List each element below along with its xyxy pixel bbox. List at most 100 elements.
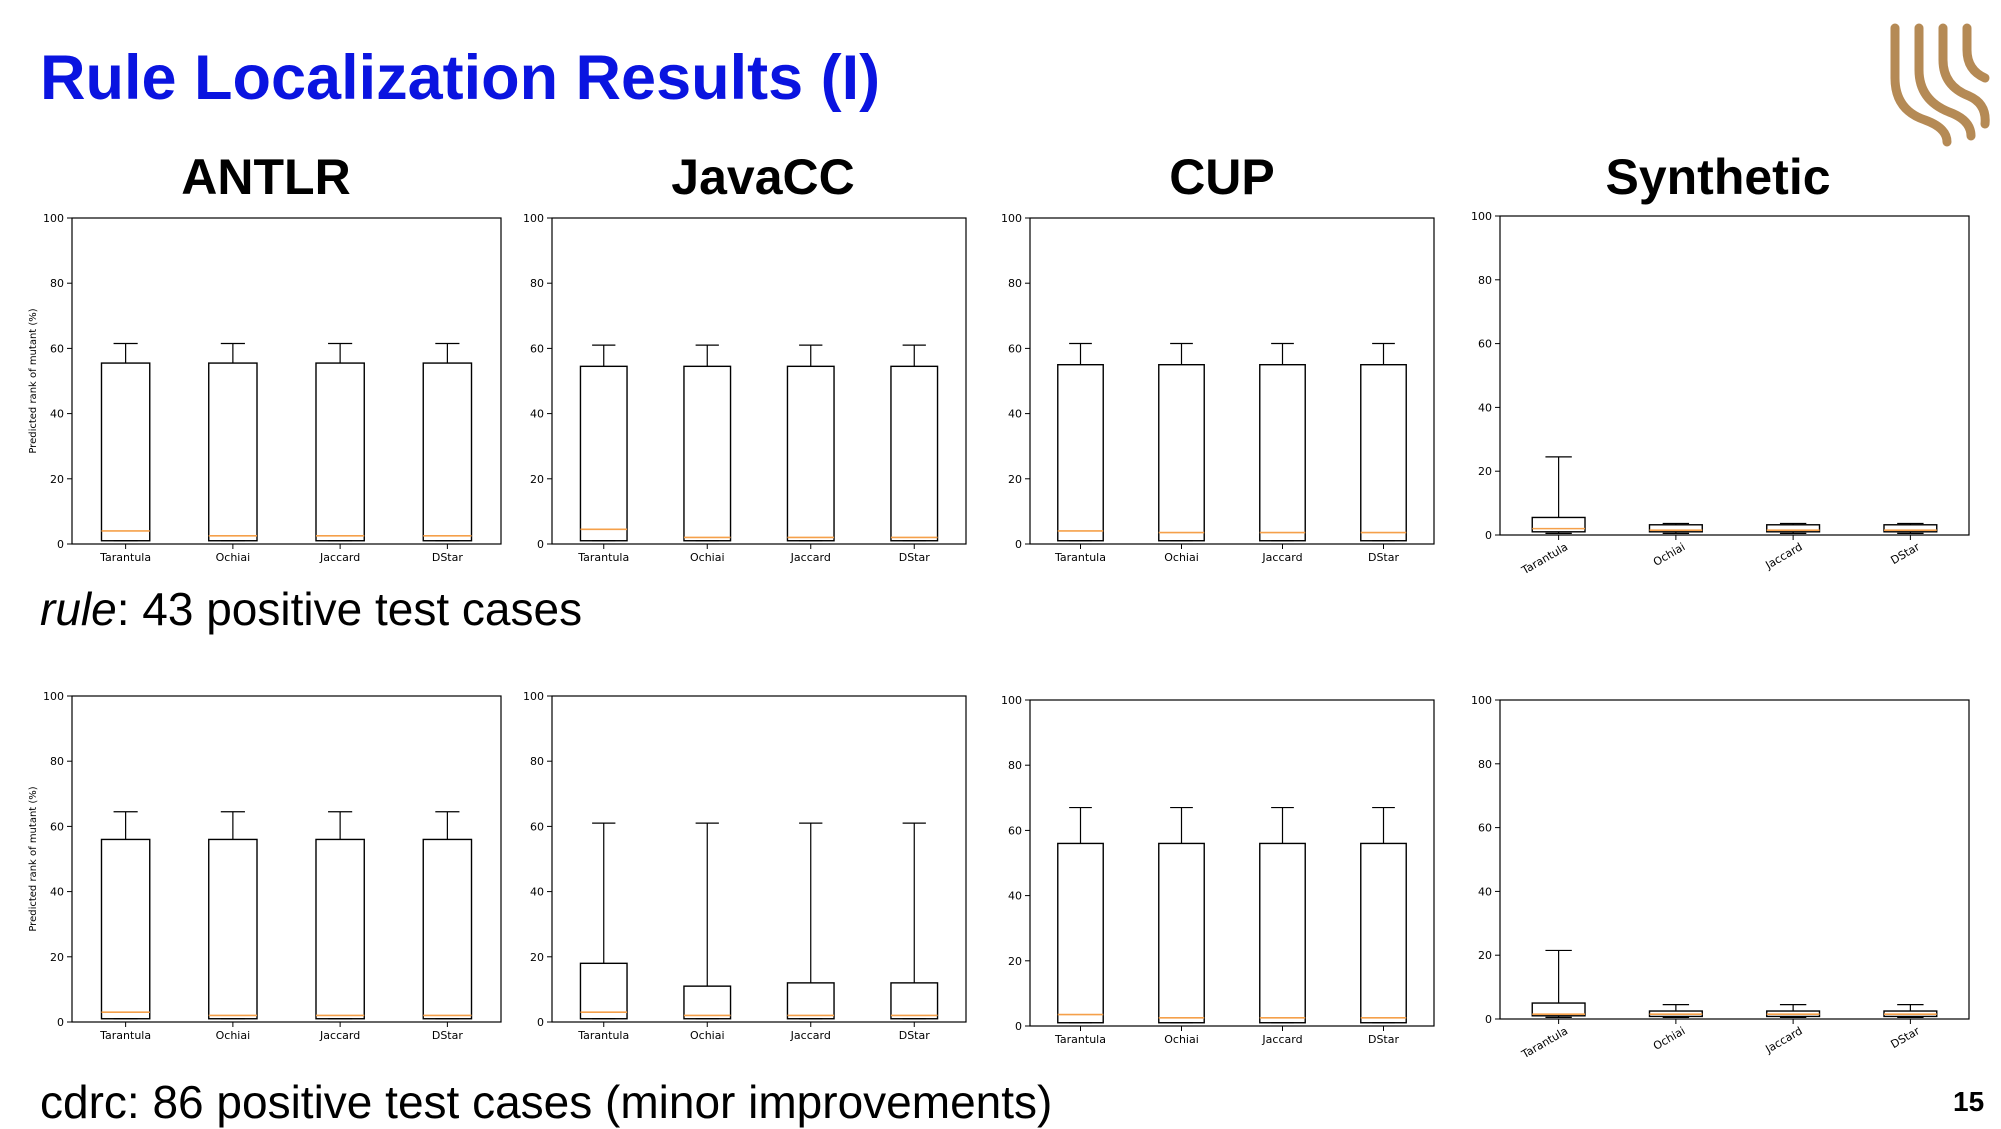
- box: [1360, 363, 1407, 542]
- x-tick-label: Tarantula: [99, 551, 151, 564]
- plot-frame: [1499, 699, 1970, 1020]
- y-tick-label: 40: [1008, 408, 1022, 421]
- x-tick-label: DStar: [432, 1029, 464, 1042]
- y-tick-label: 20: [1478, 465, 1492, 478]
- y-tick-label: 80: [50, 755, 64, 768]
- chart-cdrc-synthetic: 0 20 40 60 80 100 Tarantula Ochiai Jaccard DStar: [1471, 694, 1970, 1062]
- box: [890, 982, 939, 1020]
- y-tick-label: 80: [1478, 274, 1492, 287]
- page-number: 15: [1953, 1086, 1985, 1117]
- box: [890, 365, 939, 542]
- x-tick-label: DStar: [1889, 540, 1923, 567]
- y-tick-label: 60: [50, 820, 64, 833]
- y-tick-label: 20: [50, 473, 64, 486]
- y-tick-label: 20: [1008, 955, 1022, 968]
- y-tick-label: 20: [530, 951, 544, 964]
- y-tick-label: 80: [1008, 277, 1022, 290]
- y-tick-label: 60: [1008, 824, 1022, 837]
- university-logo: [1890, 23, 1990, 147]
- y-tick-label: 100: [1471, 694, 1492, 707]
- y-tick-label: 40: [1478, 885, 1492, 898]
- chart-cdrc-javacc: 0 20 40 60 80 100 Tarantula Ochiai Jaccard DStar: [523, 690, 967, 1042]
- caption-rule: rule: 43 positive test cases: [40, 582, 582, 636]
- y-tick-label: 100: [43, 690, 64, 703]
- slide-title: Rule Localization Results (I): [40, 43, 881, 113]
- box: [579, 365, 628, 542]
- column-title-cup: CUP: [1169, 149, 1275, 205]
- x-tick-label: Jaccard: [790, 551, 831, 564]
- y-tick-label: 40: [1478, 401, 1492, 414]
- x-tick-label: Tarantula: [1519, 540, 1571, 577]
- y-tick-label: 0: [57, 538, 64, 551]
- y-tick-label: 0: [1015, 1020, 1022, 1033]
- box: [100, 362, 151, 542]
- box: [100, 838, 151, 1020]
- box: [579, 962, 628, 1020]
- y-tick-label: 100: [523, 212, 544, 225]
- y-tick-label: 80: [530, 755, 544, 768]
- box: [315, 362, 365, 542]
- y-tick-label: 60: [1008, 342, 1022, 355]
- y-tick-label: 20: [50, 951, 64, 964]
- x-tick-label: DStar: [899, 551, 931, 564]
- box: [786, 365, 835, 542]
- box: [1259, 842, 1306, 1024]
- y-tick-label: 60: [530, 342, 544, 355]
- column-title-antlr: ANTLR: [181, 149, 351, 205]
- y-tick-label: 40: [50, 408, 64, 421]
- caption-cdrc: cdrc: 86 positive test cases (minor impr…: [40, 1076, 1053, 1128]
- y-tick-label: 40: [1008, 890, 1022, 903]
- chart-rule-cup: 0 20 40 60 80 100 Tarantula Ochiai Jaccard DStar: [1001, 212, 1435, 564]
- x-tick-label: Jaccard: [319, 551, 360, 564]
- y-tick-label: 0: [1485, 529, 1492, 542]
- box: [786, 982, 835, 1020]
- box: [1158, 842, 1205, 1024]
- chart-rule-synthetic: 0 20 40 60 80 100 Tarantula Ochiai Jaccard DStar: [1471, 210, 1970, 578]
- y-tick-label: 80: [530, 277, 544, 290]
- box: [1531, 516, 1586, 533]
- box: [208, 838, 258, 1020]
- x-tick-label: Ochiai: [1164, 551, 1199, 564]
- y-tick-label: 60: [1478, 822, 1492, 835]
- y-tick-label: 20: [530, 473, 544, 486]
- plot-frame: [71, 695, 502, 1023]
- x-tick-label: Jaccard: [1261, 1033, 1302, 1046]
- x-tick-label: Ochiai: [690, 1029, 725, 1042]
- y-tick-label: 80: [1478, 758, 1492, 771]
- x-tick-label: DStar: [1368, 551, 1400, 564]
- x-tick-label: Tarantula: [1519, 1024, 1571, 1061]
- column-title-javacc: JavaCC: [671, 149, 855, 205]
- y-tick-label: 60: [530, 820, 544, 833]
- x-tick-label: Ochiai: [1651, 1024, 1687, 1053]
- y-tick-label: 100: [43, 212, 64, 225]
- y-tick-label: 80: [1008, 759, 1022, 772]
- y-tick-label: 60: [1478, 338, 1492, 351]
- x-tick-label: Jaccard: [1762, 540, 1804, 572]
- y-tick-label: 20: [1008, 473, 1022, 486]
- x-tick-label: DStar: [432, 551, 464, 564]
- box: [1883, 524, 1938, 533]
- y-tick-label: 60: [50, 342, 64, 355]
- x-tick-label: Jaccard: [1261, 551, 1302, 564]
- box: [1158, 363, 1205, 542]
- box: [1531, 1002, 1586, 1017]
- column-title-synthetic: Synthetic: [1605, 149, 1831, 205]
- box: [1766, 524, 1821, 533]
- box: [1057, 842, 1104, 1024]
- caption-rule-term: rule: [40, 583, 117, 635]
- x-tick-label: DStar: [1889, 1024, 1923, 1051]
- box: [1259, 363, 1306, 542]
- x-tick-label: DStar: [1368, 1033, 1400, 1046]
- y-tick-label: 80: [50, 277, 64, 290]
- x-tick-label: Tarantula: [99, 1029, 151, 1042]
- plot-frame: [551, 695, 967, 1023]
- box: [683, 365, 732, 542]
- y-tick-label: 0: [537, 538, 544, 551]
- y-tick-label: 40: [530, 886, 544, 899]
- x-tick-label: Tarantula: [577, 551, 629, 564]
- x-tick-label: Ochiai: [690, 551, 725, 564]
- box: [1360, 842, 1407, 1024]
- x-tick-label: Ochiai: [216, 1029, 251, 1042]
- y-tick-label: 20: [1478, 949, 1492, 962]
- y-axis-label: Predicted rank of mutant (%): [28, 308, 39, 453]
